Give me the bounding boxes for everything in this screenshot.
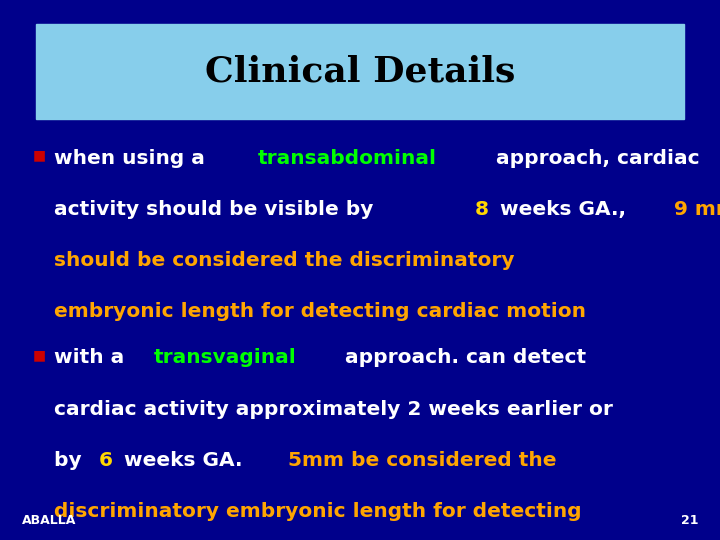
Text: transvaginal: transvaginal (153, 348, 297, 367)
Text: when using a: when using a (54, 148, 212, 167)
FancyBboxPatch shape (36, 24, 684, 119)
Text: embryonic length for detecting cardiac motion: embryonic length for detecting cardiac m… (54, 302, 586, 321)
Text: discriminatory embryonic length for detecting: discriminatory embryonic length for dete… (54, 502, 582, 521)
Text: cardiac activity approximately 2 weeks earlier or: cardiac activity approximately 2 weeks e… (54, 400, 613, 419)
Text: Clinical Details: Clinical Details (204, 55, 516, 89)
Text: approach, cardiac: approach, cardiac (489, 148, 699, 167)
Text: ■: ■ (32, 148, 45, 163)
Text: weeks GA.,: weeks GA., (493, 200, 633, 219)
Text: ■: ■ (32, 348, 45, 362)
Text: ABALLA: ABALLA (22, 514, 76, 526)
Text: 9 mm: 9 mm (674, 200, 720, 219)
Text: approach. can detect: approach. can detect (338, 348, 586, 367)
Text: 21: 21 (681, 514, 698, 526)
Text: should be considered the discriminatory: should be considered the discriminatory (54, 251, 515, 270)
Text: 5mm be considered the: 5mm be considered the (288, 451, 557, 470)
Text: with a: with a (54, 348, 131, 367)
Text: 8: 8 (475, 200, 489, 219)
Text: by: by (54, 451, 89, 470)
Text: 6: 6 (99, 451, 112, 470)
Text: transabdominal: transabdominal (258, 148, 437, 167)
Text: activity should be visible by: activity should be visible by (54, 200, 380, 219)
Text: weeks GA.: weeks GA. (117, 451, 249, 470)
